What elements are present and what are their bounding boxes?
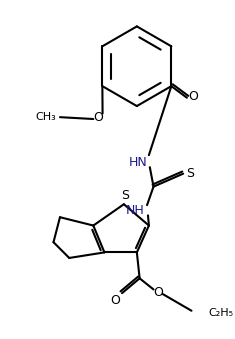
Text: CH₃: CH₃ [35,112,56,122]
Text: O: O [93,111,103,124]
Text: NH: NH [126,204,144,217]
Text: S: S [186,167,194,180]
Text: O: O [188,90,198,103]
Text: C₂H₅: C₂H₅ [208,307,233,318]
Text: HN: HN [128,156,147,169]
Text: S: S [121,190,129,202]
Text: O: O [111,294,121,307]
Text: O: O [153,286,163,299]
